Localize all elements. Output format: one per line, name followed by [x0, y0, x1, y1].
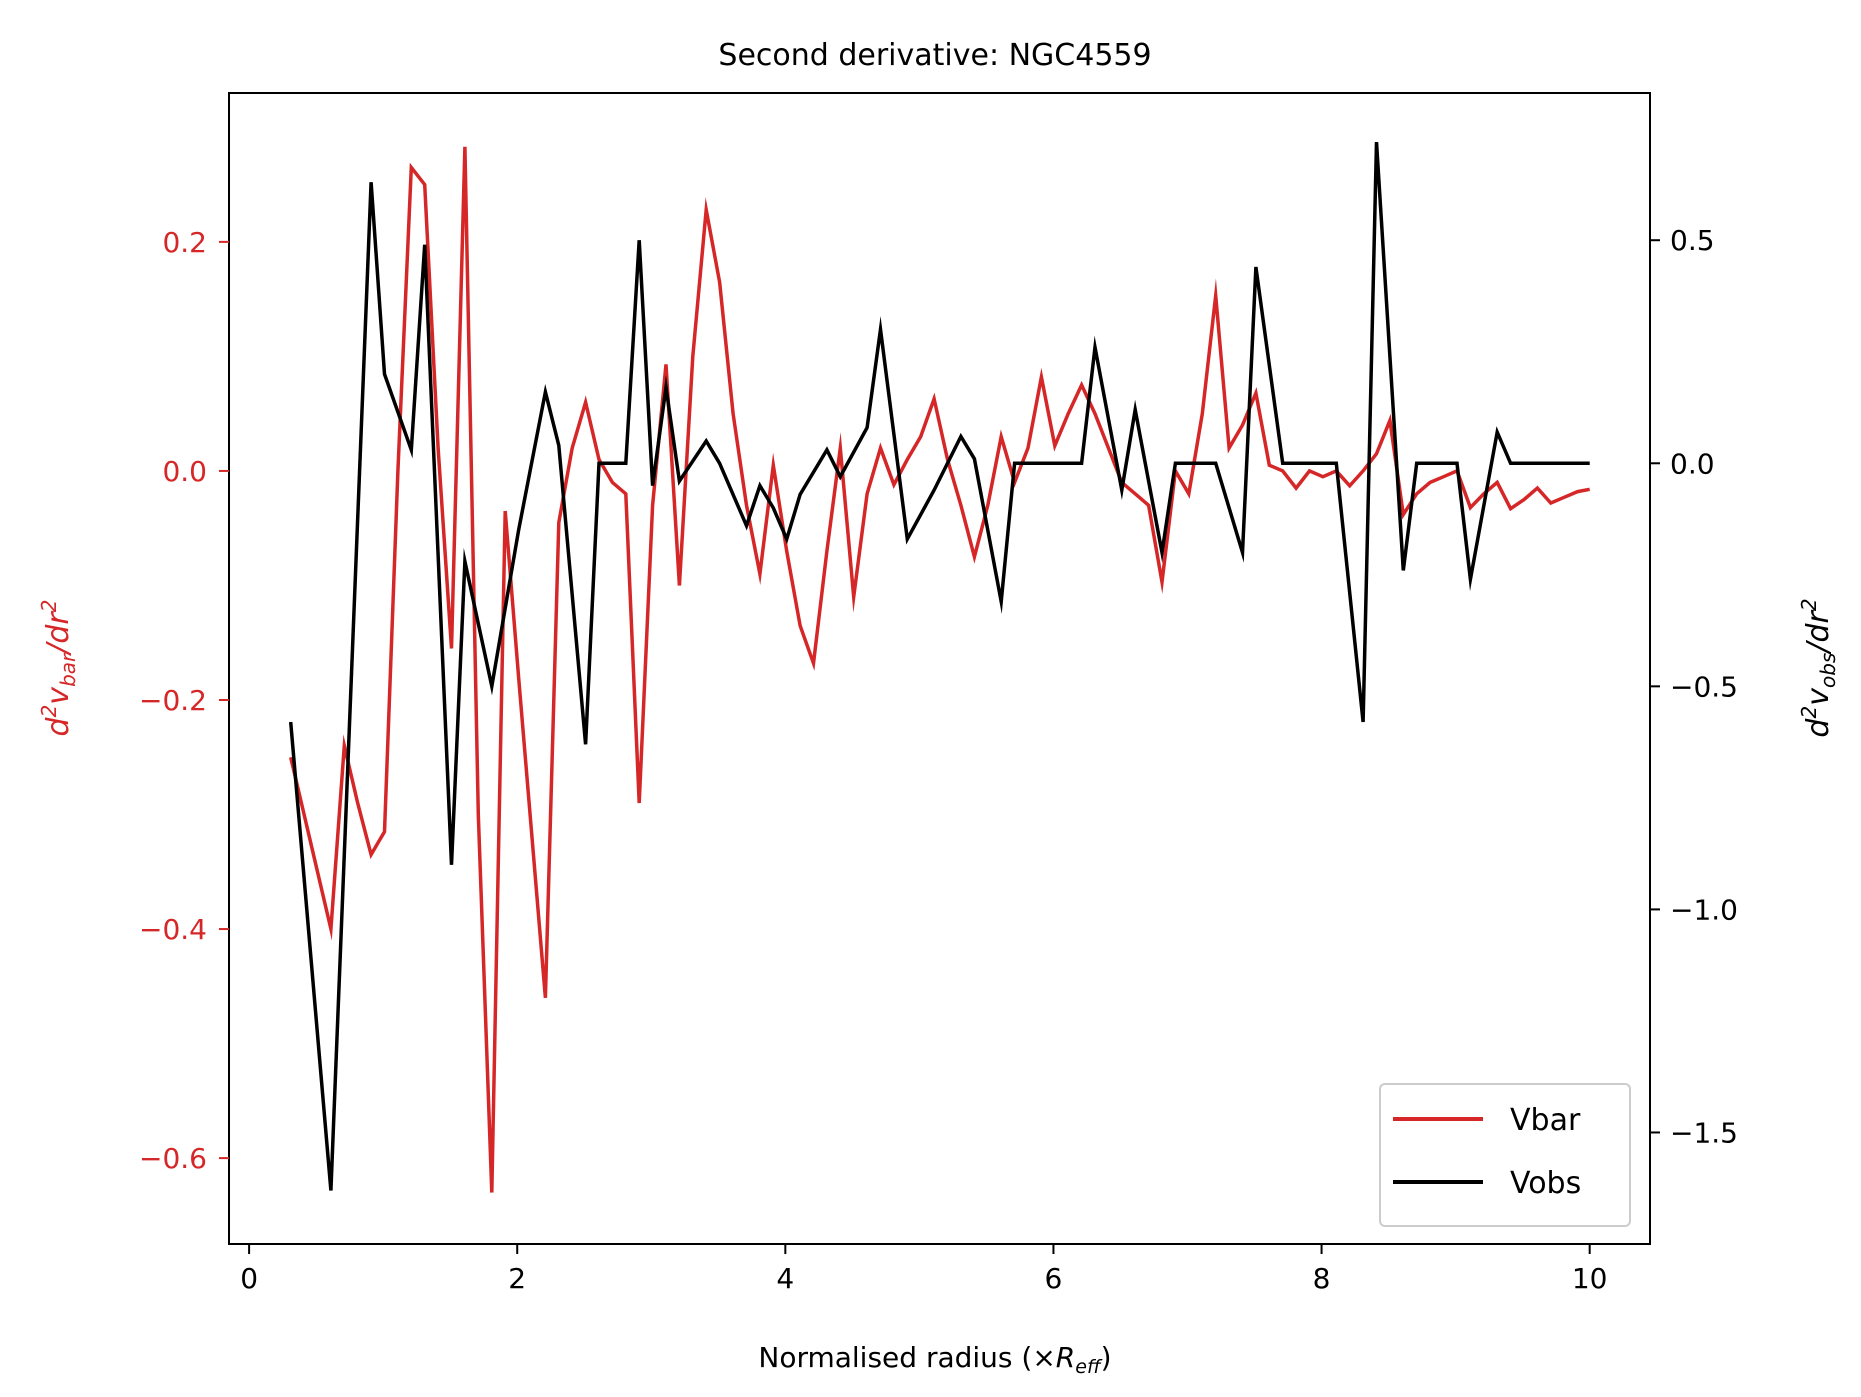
x-tick-label: 4 — [776, 1262, 794, 1295]
right-y-tick-label: 0.0 — [1670, 447, 1715, 480]
x-tick-label: 0 — [240, 1262, 258, 1295]
plot-area-frame — [228, 92, 1651, 1245]
legend-label-vobs: Vobs — [1510, 1166, 1581, 1201]
left-y-axis-label: d2vbar/dr2 — [37, 600, 80, 737]
x-tick-label: 8 — [1313, 1262, 1331, 1295]
x-tick-label: 10 — [1572, 1262, 1608, 1295]
left-y-tick-label: −0.6 — [139, 1142, 207, 1175]
left-y-axis-ticks: −0.6 −0.4 −0.2 0.0 0.2 — [139, 226, 229, 1175]
right-y-axis-label: d2vobs/dr2 — [1797, 598, 1840, 737]
right-y-tick-label: −1.5 — [1670, 1116, 1738, 1149]
right-y-axis-ticks: −1.5 −1.0 −0.5 0.0 0.5 — [1650, 224, 1738, 1149]
x-tick-label: 6 — [1045, 1262, 1063, 1295]
right-y-tick-label: −0.5 — [1670, 670, 1738, 703]
legend-label-vbar: Vbar — [1510, 1103, 1581, 1138]
left-y-tick-label: −0.4 — [139, 913, 207, 946]
x-tick-label: 2 — [508, 1262, 526, 1295]
series-layer — [288, 141, 1591, 1193]
left-y-tick-label: 0.0 — [162, 455, 207, 488]
legend: Vbar Vobs — [1379, 1083, 1631, 1227]
right-y-tick-label: 0.5 — [1670, 224, 1715, 257]
x-axis-ticks: 0 2 4 6 8 10 — [240, 1244, 1607, 1295]
series-line-vbar — [288, 146, 1591, 1193]
series-line-vobs — [288, 141, 1590, 1191]
legend-box — [1379, 1083, 1631, 1227]
left-y-tick-label: 0.2 — [162, 226, 207, 259]
x-axis-label: Normalised radius (×Reff) — [758, 1341, 1111, 1378]
right-y-tick-label: −1.0 — [1670, 893, 1738, 926]
left-y-tick-label: −0.2 — [139, 684, 207, 717]
chart-title: Second derivative: NGC4559 — [718, 38, 1151, 73]
